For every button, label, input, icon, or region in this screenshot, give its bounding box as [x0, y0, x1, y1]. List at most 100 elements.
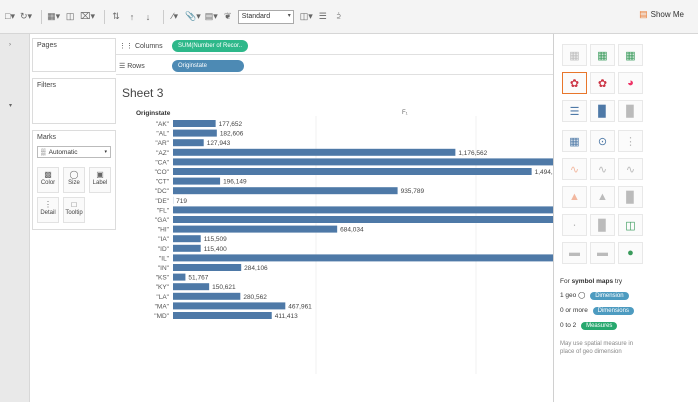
- line-discrete-thumb[interactable]: ∿: [590, 158, 615, 180]
- horizontal-bar-thumb[interactable]: ☰: [562, 100, 587, 122]
- data-pane-collapsed[interactable]: › ▾: [0, 34, 30, 402]
- histogram-thumb[interactable]: ▉: [590, 214, 615, 236]
- category-label[interactable]: "MD": [154, 313, 169, 320]
- category-label[interactable]: "GA": [155, 217, 170, 224]
- stacked-bar-thumb[interactable]: ▉: [590, 100, 615, 122]
- filled-map-thumb[interactable]: ✿: [590, 72, 615, 94]
- show-me-button[interactable]: ▤ Show Me: [639, 9, 684, 20]
- bar[interactable]: [173, 283, 210, 291]
- size-button[interactable]: ◯ Size: [63, 167, 85, 193]
- bar[interactable]: [173, 139, 204, 147]
- highlight-table-thumb[interactable]: ▦: [618, 44, 643, 66]
- circle-view-thumb[interactable]: ⊙: [590, 130, 615, 152]
- treemap-thumb[interactable]: ▦: [562, 130, 587, 152]
- fix-axes-icon[interactable]: ❦: [223, 11, 232, 21]
- pie-chart-thumb[interactable]: ◕: [618, 72, 643, 94]
- filters-card[interactable]: Filters: [32, 78, 116, 124]
- line-continuous-thumb[interactable]: ∿: [562, 158, 587, 180]
- category-label[interactable]: "DE": [155, 198, 169, 205]
- category-label[interactable]: "LA": [156, 294, 169, 301]
- bar[interactable]: [173, 148, 456, 156]
- bar[interactable]: [173, 216, 553, 223]
- category-label[interactable]: "CT": [156, 179, 170, 186]
- bar[interactable]: [173, 120, 216, 127]
- color-button[interactable]: ▩ Color: [37, 167, 59, 193]
- dual-combination-thumb[interactable]: ▉: [618, 186, 643, 208]
- rows-label: ☰ Rows: [119, 62, 145, 70]
- category-label[interactable]: "AZ": [156, 150, 170, 157]
- fit-select[interactable]: Standard ▾: [237, 9, 294, 24]
- tooltip-icon[interactable]: ☰: [318, 11, 327, 21]
- sort-descending-icon[interactable]: ↓: [145, 11, 151, 22]
- gantt-thumb[interactable]: ▬: [562, 242, 587, 264]
- packed-bubbles-thumb[interactable]: ●: [618, 242, 643, 264]
- collapse-arrow-icon[interactable]: ▾: [9, 103, 13, 109]
- save-icon[interactable]: □▾: [5, 11, 15, 21]
- category-label[interactable]: "AL": [156, 131, 169, 138]
- swap-icon[interactable]: ⇅: [112, 11, 120, 21]
- bar[interactable]: [173, 302, 286, 310]
- side-by-side-circle-thumb[interactable]: ⋮: [618, 130, 643, 152]
- area-discrete-thumb[interactable]: ▲: [590, 186, 615, 208]
- label-button[interactable]: ▣ Label: [89, 167, 111, 193]
- bar[interactable]: [173, 254, 553, 262]
- new-sheet-icon[interactable]: ▦▾: [47, 11, 61, 21]
- row-header[interactable]: Originstate: [136, 110, 171, 117]
- bar[interactable]: [173, 235, 201, 243]
- bar[interactable]: [173, 273, 186, 281]
- detail-button[interactable]: ⋮ Detail: [37, 197, 59, 223]
- bar[interactable]: [173, 168, 532, 175]
- presentation-icon[interactable]: ◫▾: [299, 11, 313, 21]
- labels-icon[interactable]: ▤▾: [204, 11, 218, 21]
- group-icon[interactable]: 📎▾: [184, 11, 201, 21]
- category-label[interactable]: "CO": [155, 169, 170, 176]
- category-label[interactable]: "KS": [156, 275, 170, 282]
- category-label[interactable]: "MA": [155, 303, 170, 310]
- sort-ascending-icon[interactable]: ↑: [129, 11, 135, 22]
- bar[interactable]: [173, 312, 272, 319]
- highlight-icon[interactable]: ∕▾: [171, 11, 178, 21]
- category-label[interactable]: "IN": [158, 265, 170, 272]
- rows-shelf[interactable]: ☰ Rows Originstate: [116, 57, 553, 75]
- category-label[interactable]: "IA": [158, 236, 169, 243]
- bar[interactable]: [173, 244, 201, 252]
- duplicate-sheet-icon[interactable]: ◫: [65, 11, 75, 21]
- bar[interactable]: [173, 187, 398, 195]
- expand-arrow-icon[interactable]: ›: [9, 42, 11, 48]
- category-label[interactable]: "AR": [155, 140, 169, 147]
- bullet-graph-thumb[interactable]: ▬: [590, 242, 615, 264]
- rows-pill[interactable]: Originstate: [172, 59, 244, 72]
- bar[interactable]: [173, 206, 553, 214]
- tooltip-button[interactable]: □ Tooltip: [63, 197, 85, 223]
- category-label[interactable]: "HI": [158, 227, 170, 234]
- bar[interactable]: [173, 177, 221, 185]
- bar[interactable]: [173, 158, 553, 166]
- bar[interactable]: [173, 225, 338, 233]
- scatter-plot-thumb[interactable]: ⋅: [562, 214, 587, 236]
- category-label[interactable]: "KY": [156, 284, 170, 291]
- clear-sheet-icon[interactable]: ⌧▾: [80, 11, 95, 21]
- category-label[interactable]: "AK": [156, 121, 170, 128]
- columns-pill[interactable]: SUM(Number of Recor..: [172, 39, 249, 52]
- box-whisker-thumb[interactable]: ◫: [618, 214, 643, 236]
- refresh-icon[interactable]: ↻▾: [20, 11, 33, 21]
- dual-line-thumb[interactable]: ∿: [618, 158, 643, 180]
- area-continuous-thumb[interactable]: ▲: [562, 186, 587, 208]
- data-label: 467,961: [288, 303, 312, 310]
- text-table-thumb[interactable]: ▦: [562, 44, 587, 66]
- sheet-title[interactable]: Sheet 3: [122, 86, 164, 100]
- category-label[interactable]: "ID": [158, 246, 170, 253]
- category-label[interactable]: "CA": [155, 159, 169, 166]
- category-label[interactable]: "FL": [157, 207, 170, 214]
- columns-shelf[interactable]: ⋮⋮ Columns SUM(Number of Recor..: [116, 37, 553, 55]
- bar[interactable]: [173, 264, 242, 271]
- bar[interactable]: [173, 129, 217, 137]
- share-icon[interactable]: ⫄: [336, 11, 341, 21]
- bar[interactable]: [173, 292, 241, 300]
- symbol-map-thumb[interactable]: ✿: [562, 72, 587, 94]
- heat-map-thumb[interactable]: ▦: [590, 44, 615, 66]
- category-label[interactable]: "DC": [155, 188, 170, 195]
- category-label[interactable]: "IL": [159, 255, 170, 262]
- mark-type-select[interactable]: ▒ Automatic ▾: [37, 146, 111, 158]
- side-by-side-bar-thumb[interactable]: ▉: [618, 100, 643, 122]
